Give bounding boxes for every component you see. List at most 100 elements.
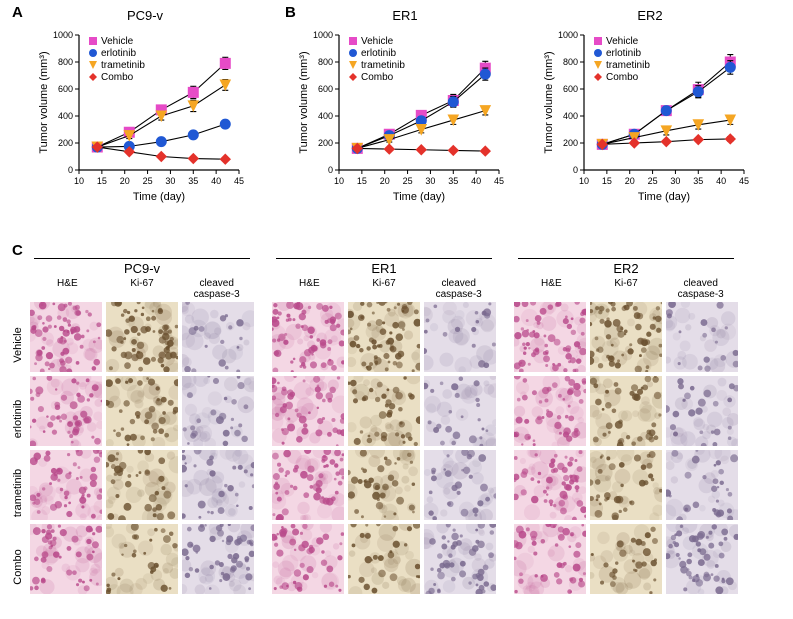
- ihc-tile: [590, 302, 662, 372]
- svg-text:erlotinib: erlotinib: [101, 48, 136, 59]
- ihc-tile: [424, 302, 496, 372]
- svg-text:0: 0: [573, 165, 578, 175]
- ihc-tile: [272, 450, 344, 520]
- ihc-tile: [590, 450, 662, 520]
- svg-text:10: 10: [579, 176, 589, 186]
- svg-text:0: 0: [68, 165, 73, 175]
- svg-text:1000: 1000: [313, 30, 333, 40]
- ihc-tile: [514, 376, 586, 446]
- stain-label: Ki-67: [105, 278, 180, 300]
- svg-text:Combo: Combo: [101, 72, 134, 83]
- ihc-panel: PC9-vH&EKi-67cleaved caspase-3ER1H&EKi-6…: [30, 258, 772, 594]
- svg-text:600: 600: [563, 84, 578, 94]
- svg-text:15: 15: [97, 176, 107, 186]
- stain-label: cleaved caspase-3: [663, 278, 738, 300]
- stain-labels: H&EKi-67cleaved caspase-3: [514, 278, 738, 300]
- ihc-tile: [182, 302, 254, 372]
- svg-text:erlotinib: erlotinib: [606, 48, 641, 59]
- svg-text:Time (day): Time (day): [133, 191, 185, 203]
- svg-text:20: 20: [120, 176, 130, 186]
- stain-label: H&E: [514, 278, 589, 300]
- stain-labels: H&EKi-67cleaved caspase-3: [272, 278, 496, 300]
- ihc-tile: [272, 302, 344, 372]
- cell-group-title: ER1: [276, 258, 492, 276]
- ihc-tile: [666, 302, 738, 372]
- svg-text:45: 45: [234, 176, 244, 186]
- ihc-tile: [666, 524, 738, 594]
- svg-text:200: 200: [318, 138, 333, 148]
- chart-pc9v: PC9-v101520253035404502004006008001000Ti…: [35, 8, 255, 225]
- stain-label: Ki-67: [589, 278, 664, 300]
- ihc-tile: [348, 302, 420, 372]
- cell-group-title: ER2: [518, 258, 734, 276]
- svg-text:25: 25: [403, 176, 413, 186]
- svg-text:trametinib: trametinib: [606, 60, 650, 71]
- ihc-grid: [514, 302, 738, 594]
- svg-text:800: 800: [563, 57, 578, 67]
- stain-label: Ki-67: [347, 278, 422, 300]
- svg-text:trametinib: trametinib: [361, 60, 405, 71]
- ihc-tile: [30, 302, 102, 372]
- svg-text:25: 25: [648, 176, 658, 186]
- svg-text:400: 400: [58, 111, 73, 121]
- svg-text:15: 15: [357, 176, 367, 186]
- svg-text:40: 40: [471, 176, 481, 186]
- ihc-tile: [590, 524, 662, 594]
- svg-text:10: 10: [334, 176, 344, 186]
- panel-label-c: C: [12, 242, 23, 259]
- ihc-tile: [182, 450, 254, 520]
- ihc-tile: [106, 376, 178, 446]
- svg-text:30: 30: [165, 176, 175, 186]
- svg-text:20: 20: [625, 176, 635, 186]
- legend: VehicleerlotinibtrametinibCombo: [594, 36, 650, 83]
- ihc-tile: [182, 524, 254, 594]
- svg-text:1000: 1000: [558, 30, 578, 40]
- ihc-tile: [348, 524, 420, 594]
- stain-label: cleaved caspase-3: [179, 278, 254, 300]
- chart-title: ER1: [295, 8, 515, 23]
- ihc-row-labels: VehicleerlotinibtrametinibCombo: [8, 310, 28, 602]
- svg-text:Tumor volume (mm³): Tumor volume (mm³): [298, 51, 310, 153]
- svg-text:800: 800: [318, 57, 333, 67]
- ihc-tile: [30, 524, 102, 594]
- ihc-tile: [272, 524, 344, 594]
- cell-group-er2: ER2 H&EKi-67cleaved caspase-3: [514, 258, 738, 594]
- svg-text:Vehicle: Vehicle: [606, 36, 639, 47]
- svg-text:25: 25: [143, 176, 153, 186]
- ihc-tile: [106, 302, 178, 372]
- svg-text:erlotinib: erlotinib: [361, 48, 396, 59]
- ihc-tile: [514, 524, 586, 594]
- ihc-tile: [30, 376, 102, 446]
- ihc-grid: [30, 302, 254, 594]
- chart-title: ER2: [540, 8, 760, 23]
- svg-text:35: 35: [188, 176, 198, 186]
- ihc-tile: [424, 524, 496, 594]
- svg-text:Tumor volume (mm³): Tumor volume (mm³): [543, 51, 555, 153]
- chart-svg: 101520253035404502004006008001000Time (d…: [35, 25, 255, 225]
- panel-label-a: A: [12, 4, 23, 21]
- svg-text:Vehicle: Vehicle: [101, 36, 134, 47]
- ihc-tile: [514, 302, 586, 372]
- svg-text:Time (day): Time (day): [638, 191, 690, 203]
- svg-text:800: 800: [58, 57, 73, 67]
- svg-text:30: 30: [425, 176, 435, 186]
- stain-label: H&E: [30, 278, 105, 300]
- ihc-tile: [106, 524, 178, 594]
- ihc-tile: [30, 450, 102, 520]
- cell-group-er1: ER1 H&EKi-67cleaved caspase-3: [272, 258, 496, 594]
- svg-text:400: 400: [563, 111, 578, 121]
- svg-text:600: 600: [58, 84, 73, 94]
- svg-text:Combo: Combo: [361, 72, 394, 83]
- svg-text:10: 10: [74, 176, 84, 186]
- svg-text:Combo: Combo: [606, 72, 639, 83]
- ihc-tile: [348, 376, 420, 446]
- svg-text:45: 45: [494, 176, 504, 186]
- chart-er2: ER2101520253035404502004006008001000Time…: [540, 8, 760, 225]
- ihc-tile: [272, 376, 344, 446]
- svg-text:Time (day): Time (day): [393, 191, 445, 203]
- svg-text:0: 0: [328, 165, 333, 175]
- chart-svg: 101520253035404502004006008001000Time (d…: [540, 25, 760, 225]
- ihc-tile: [106, 450, 178, 520]
- ihc-tile: [514, 450, 586, 520]
- svg-text:1000: 1000: [53, 30, 73, 40]
